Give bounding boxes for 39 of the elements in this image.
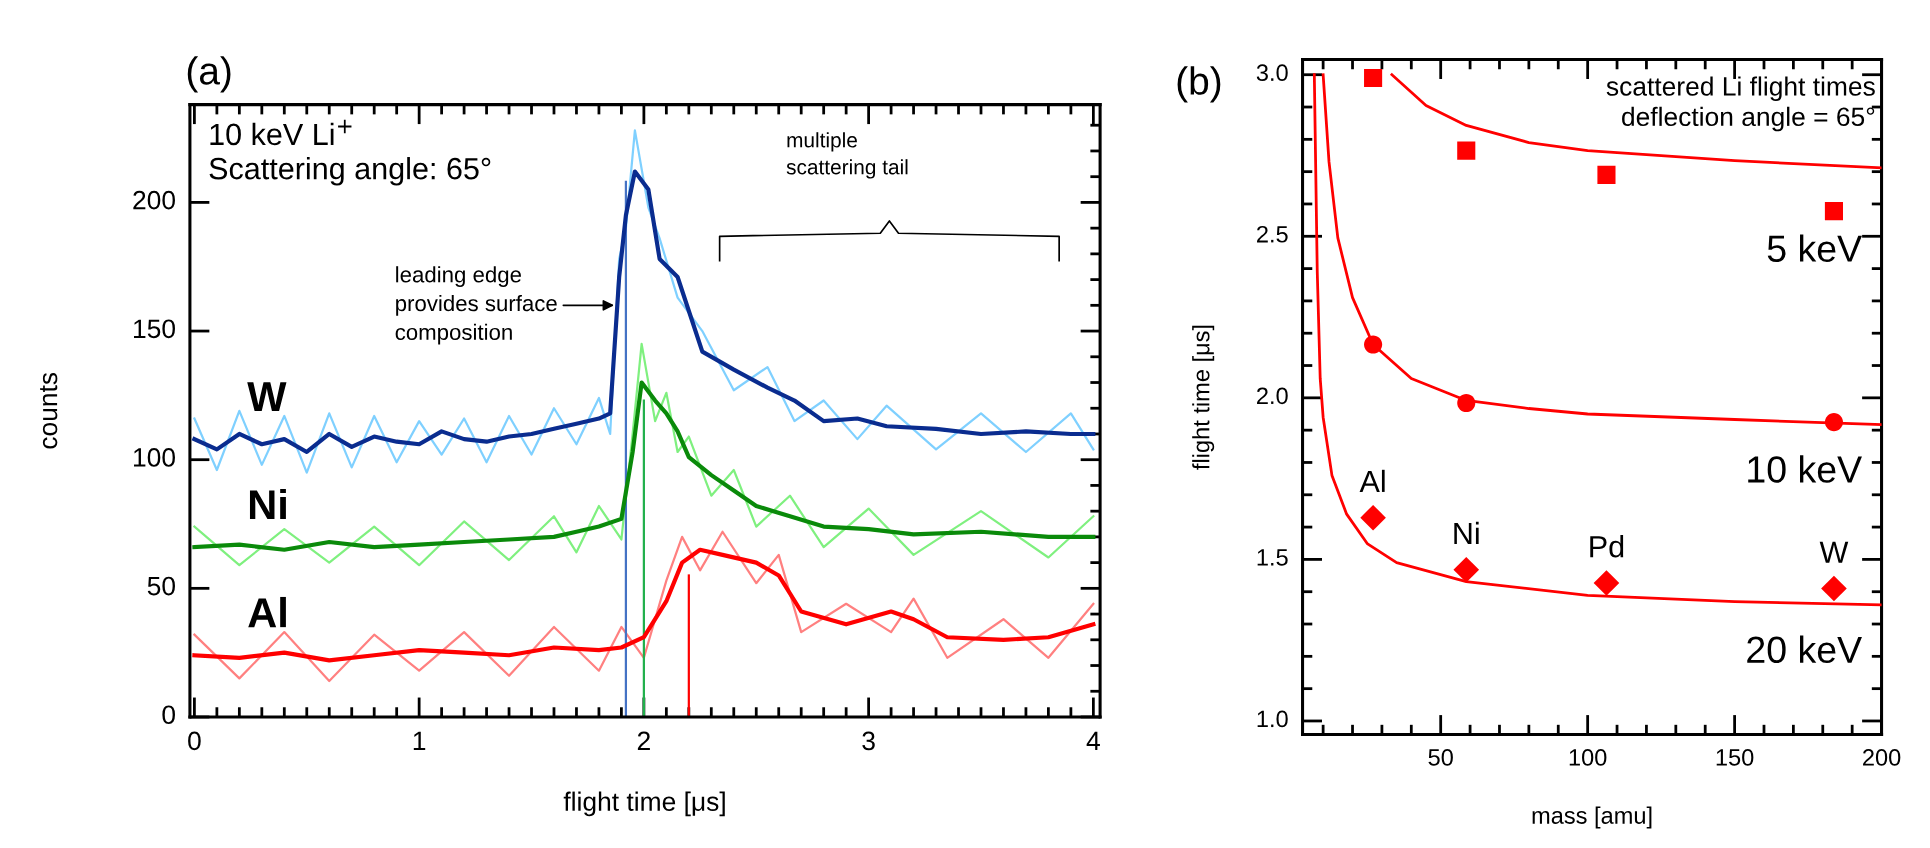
chart-title: (a) [187,56,231,93]
chart-title: (b) [1177,66,1221,103]
y-tick-label: 100 [134,448,175,467]
series-label: 20 keV [1747,635,1862,664]
series-label: Ni [249,488,286,520]
annotation: Pd [1590,535,1624,558]
x-tick-label: 2 [637,731,650,750]
y-tick-label: 200 [133,190,175,210]
annotation: Ni [1454,521,1479,544]
x-axis-title: flight time [μs] [563,791,725,817]
x-axis-title: mass [amu] [1532,806,1652,829]
x-tick-label: 4 [1086,731,1100,750]
y-tick-label: 0 [162,705,175,725]
series-label: 5 keV [1767,234,1862,262]
annotation: leading edge provides surface composition [395,266,557,345]
series-label: 10 keV [1748,455,1862,483]
x-tick-label: 150 [1716,749,1754,766]
y-tick-label: 1.0 [1257,710,1288,728]
y-tick-label: 50 [147,576,175,596]
y-axis-title: flight time [μs] [1192,325,1215,470]
series-label: W [247,382,287,412]
y-tick-label: 1.5 [1257,549,1288,566]
annotation: multiple scattering tail [786,132,908,179]
y-tick-label: 150 [134,319,175,339]
series-label: Al [248,596,286,628]
x-tick-label: 1 [413,731,426,750]
y-axis-title: counts [40,372,58,449]
x-tick-label: 3 [862,731,875,751]
annotation: Al [1359,469,1385,492]
x-tick-label: 200 [1863,749,1901,766]
y-tick-label: 2.0 [1257,387,1288,405]
annotation: scattered Li flight times deflection angle = 65° [1606,76,1875,132]
x-tick-label: 0 [188,731,201,751]
y-tick-label: 3.0 [1256,64,1288,82]
y-tick-label: 2.5 [1257,225,1288,243]
annotation: 10 keV Li$^{+}$ Scattering angle: 65° [209,119,491,186]
x-tick-label: 100 [1569,749,1607,766]
x-tick-label: 50 [1428,749,1453,766]
annotation: W [1819,541,1849,563]
